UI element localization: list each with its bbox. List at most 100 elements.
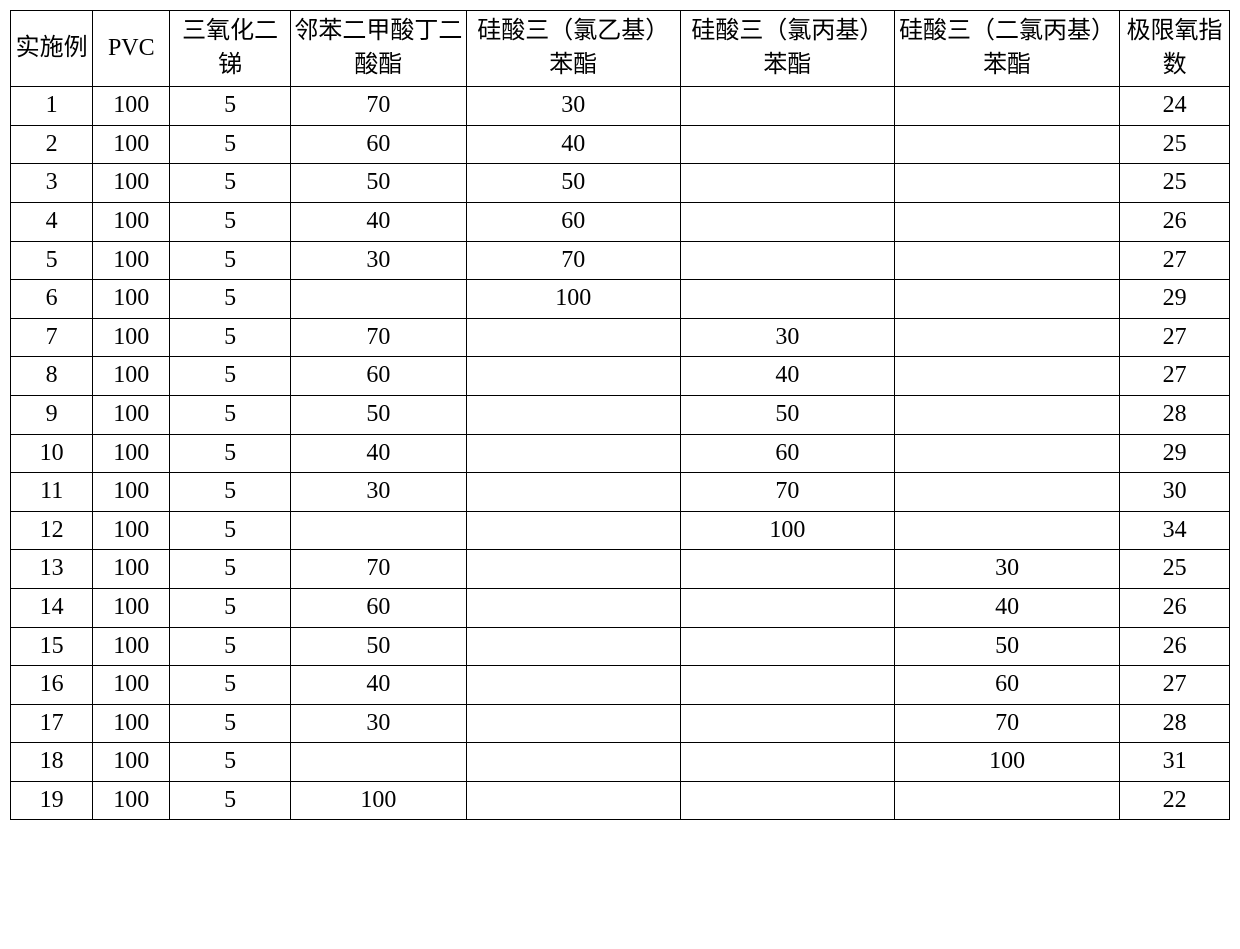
table-cell <box>466 550 680 589</box>
table-cell <box>895 781 1120 820</box>
table-cell <box>680 588 894 627</box>
table-cell: 18 <box>11 743 93 782</box>
table-cell: 30 <box>895 550 1120 589</box>
table-cell <box>466 473 680 512</box>
table-cell: 16 <box>11 666 93 705</box>
table-cell <box>895 434 1120 473</box>
table-row: 11005703024 <box>11 87 1230 126</box>
table-cell: 100 <box>93 87 170 126</box>
table-cell: 30 <box>291 704 467 743</box>
table-cell <box>680 241 894 280</box>
table-cell: 50 <box>895 627 1120 666</box>
table-cell: 60 <box>680 434 894 473</box>
table-cell: 34 <box>1120 511 1230 550</box>
table-cell <box>291 511 467 550</box>
table-cell <box>466 627 680 666</box>
table-cell <box>895 164 1120 203</box>
table-cell <box>680 164 894 203</box>
table-cell: 17 <box>11 704 93 743</box>
table-cell <box>291 743 467 782</box>
table-cell: 5 <box>170 588 291 627</box>
column-header: 邻苯二甲酸丁二酸酯 <box>291 11 467 87</box>
table-cell <box>466 357 680 396</box>
table-cell: 5 <box>170 704 291 743</box>
table-cell <box>680 125 894 164</box>
table-cell: 40 <box>466 125 680 164</box>
column-header: 极限氧指数 <box>1120 11 1230 87</box>
table-cell: 100 <box>680 511 894 550</box>
table-cell: 60 <box>895 666 1120 705</box>
table-cell: 100 <box>895 743 1120 782</box>
table-cell: 26 <box>1120 627 1230 666</box>
table-cell: 12 <box>11 511 93 550</box>
table-cell: 2 <box>11 125 93 164</box>
table-cell: 5 <box>170 164 291 203</box>
table-cell <box>680 781 894 820</box>
table-cell: 28 <box>1120 704 1230 743</box>
table-cell: 13 <box>11 550 93 589</box>
table-cell: 1 <box>11 87 93 126</box>
column-header: 实施例 <box>11 11 93 87</box>
table-row: 71005703027 <box>11 318 1230 357</box>
table-cell: 5 <box>170 318 291 357</box>
table-cell <box>466 743 680 782</box>
table-cell <box>895 318 1120 357</box>
table-cell: 25 <box>1120 550 1230 589</box>
table-cell: 5 <box>170 87 291 126</box>
table-cell: 60 <box>291 588 467 627</box>
table-row: 31005505025 <box>11 164 1230 203</box>
table-cell: 100 <box>93 627 170 666</box>
table-cell: 10 <box>11 434 93 473</box>
table-cell <box>466 434 680 473</box>
table-cell: 60 <box>291 125 467 164</box>
table-cell: 5 <box>170 627 291 666</box>
table-header-row: 实施例 PVC 三氧化二锑 邻苯二甲酸丁二酸酯 硅酸三（氯乙基）苯酯 硅酸三（氯… <box>11 11 1230 87</box>
table-cell: 9 <box>11 395 93 434</box>
table-cell: 25 <box>1120 164 1230 203</box>
table-row: 51005307027 <box>11 241 1230 280</box>
table-cell: 100 <box>93 395 170 434</box>
table-cell: 6 <box>11 280 93 319</box>
table-cell: 30 <box>466 87 680 126</box>
table-cell: 100 <box>291 781 467 820</box>
table-cell <box>895 87 1120 126</box>
table-row: 141005604026 <box>11 588 1230 627</box>
table-cell: 27 <box>1120 318 1230 357</box>
table-row: 131005703025 <box>11 550 1230 589</box>
table-cell: 40 <box>291 666 467 705</box>
table-row: 111005307030 <box>11 473 1230 512</box>
table-cell: 30 <box>680 318 894 357</box>
table-cell: 5 <box>170 395 291 434</box>
table-cell <box>466 666 680 705</box>
table-cell: 30 <box>291 241 467 280</box>
column-header: PVC <box>93 11 170 87</box>
data-table: 实施例 PVC 三氧化二锑 邻苯二甲酸丁二酸酯 硅酸三（氯乙基）苯酯 硅酸三（氯… <box>10 10 1230 820</box>
table-cell: 29 <box>1120 280 1230 319</box>
table-cell: 26 <box>1120 202 1230 241</box>
table-cell: 5 <box>170 241 291 280</box>
table-cell <box>895 202 1120 241</box>
table-cell: 5 <box>11 241 93 280</box>
table-cell: 100 <box>93 280 170 319</box>
table-cell: 60 <box>466 202 680 241</box>
table-cell: 100 <box>93 164 170 203</box>
table-cell: 26 <box>1120 588 1230 627</box>
column-header: 三氧化二锑 <box>170 11 291 87</box>
table-cell: 100 <box>93 357 170 396</box>
table-row: 6100510029 <box>11 280 1230 319</box>
table-cell <box>466 395 680 434</box>
table-cell <box>895 395 1120 434</box>
table-cell: 70 <box>466 241 680 280</box>
table-cell: 15 <box>11 627 93 666</box>
table-cell <box>680 87 894 126</box>
table-cell: 24 <box>1120 87 1230 126</box>
table-cell: 25 <box>1120 125 1230 164</box>
table-cell: 30 <box>291 473 467 512</box>
table-cell <box>680 666 894 705</box>
table-cell: 27 <box>1120 666 1230 705</box>
table-cell: 3 <box>11 164 93 203</box>
table-cell <box>466 704 680 743</box>
table-cell: 14 <box>11 588 93 627</box>
table-cell: 100 <box>93 202 170 241</box>
table-row: 91005505028 <box>11 395 1230 434</box>
